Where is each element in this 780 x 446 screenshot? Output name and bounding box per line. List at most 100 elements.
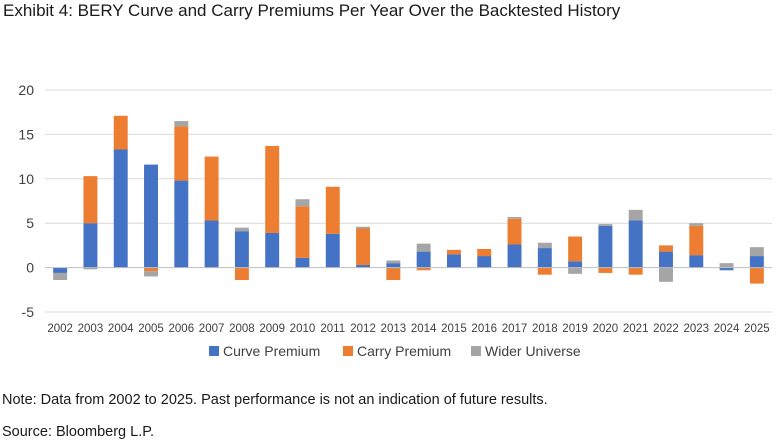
x-tick-label: 2024 [714,323,740,335]
x-tick-label: 2014 [411,323,437,335]
x-tick-label: 2016 [471,323,497,335]
bar-wider-universe [386,260,401,264]
bar-curve-premium [386,263,401,268]
legend-swatch [471,346,481,356]
x-tick-label: 2002 [47,323,73,335]
bar-wider-universe [507,216,522,219]
bar-carry-premium [749,267,764,284]
legend-label: Carry Premium [357,343,451,359]
y-axis-ticks: -5 0 5 10 15 20 [18,82,34,320]
bar-wider-universe [598,224,613,226]
x-tick-label: 2017 [502,323,528,335]
x-tick-label: 2007 [199,323,225,335]
legend-item: Wider Universe [471,343,581,359]
x-tick-label: 2003 [78,323,104,335]
bar-wider-universe [416,243,431,252]
bar-carry-premium [174,126,189,181]
bar-curve-premium [295,257,310,268]
legend-label: Curve Premium [223,343,320,359]
bar-carry-premium [83,176,98,224]
x-axis-ticks: 2002 2003 2004 2005 2006 2007 2008 2009 2010 2011… [47,323,769,335]
bar-curve-premium [628,220,643,268]
bar-curve-premium [265,232,280,268]
y-tick-label: 10 [18,171,34,187]
bar-carry-premium [507,218,522,245]
bar-curve-premium [325,233,340,268]
y-tick-label: 5 [26,215,34,231]
bar-wider-universe [689,223,704,226]
bar-curve-premium [537,248,552,268]
bar-wider-universe [568,267,583,274]
legend-swatch [209,346,219,356]
bar-carry-premium [659,245,673,252]
bar-carry-premium [144,267,158,272]
bar-carry-premium [598,267,613,273]
legend-label: Wider Universe [485,343,581,359]
bar-wider-universe [628,209,643,221]
bar-curve-premium [446,254,461,268]
bar-curve-premium [598,225,613,268]
bar-curve-premium [83,223,98,268]
bar-wider-universe [719,263,734,268]
bar-curve-premium [749,256,764,268]
x-tick-label: 2023 [683,323,709,335]
bar-curve-premium [689,255,704,268]
legend: Curve Premium Carry Premium Wider Universe [209,343,581,359]
bar-carry-premium [568,236,583,262]
bar-carry-premium [386,267,401,281]
bar-wider-universe [174,121,189,127]
bar-carry-premium [537,267,552,275]
bar-carry-premium [204,156,219,221]
bar-curve-premium [568,261,583,268]
bar-wider-universe [144,271,158,277]
bar-wider-universe [749,247,764,257]
bar-wider-universe [659,267,673,282]
y-tick-label: 15 [18,126,34,142]
x-tick-label: 2025 [744,323,770,335]
legend-item: Curve Premium [209,343,320,359]
x-tick-label: 2018 [532,323,558,335]
x-tick-label: 2012 [350,323,376,335]
bar-curve-premium [53,267,68,273]
bar-carry-premium [265,145,280,233]
bar-curve-premium [477,256,492,268]
x-tick-label: 2008 [229,323,255,335]
legend-item: Carry Premium [343,343,451,359]
bar-curve-premium [507,244,522,268]
bar-carry-premium [477,248,492,257]
bar-wider-universe [53,272,68,281]
chart-title: Exhibit 4: BERY Curve and Carry Premiums… [3,1,621,20]
bar-wider-universe [295,199,310,207]
bar-carry-premium [446,249,461,255]
bar-carry-premium [416,267,431,271]
x-tick-label: 2010 [290,323,316,335]
x-tick-label: 2019 [562,323,588,335]
bar-curve-premium [234,231,249,268]
bar-curve-premium [416,251,431,268]
bar-curve-premium [144,164,158,268]
y-tick-label: -5 [22,304,35,320]
y-tick-label: 0 [26,260,34,276]
bar-carry-premium [295,206,310,258]
bar-curve-premium [113,149,128,268]
bar-wider-universe [537,242,552,249]
x-tick-label: 2022 [653,323,679,335]
x-tick-label: 2009 [259,323,285,335]
bar-carry-premium [325,186,340,234]
x-tick-label: 2005 [138,323,164,335]
bar-carry-premium [113,115,128,150]
gridlines [45,89,772,313]
source-line: Source: Bloomberg L.P. [2,424,155,440]
bar-curve-premium [719,267,734,271]
bars [53,115,764,284]
x-tick-label: 2006 [169,323,195,335]
legend-swatch [343,346,353,356]
bar-curve-premium [204,220,219,268]
x-tick-label: 2015 [441,323,467,335]
x-tick-label: 2011 [320,323,345,335]
bar-carry-premium [234,267,249,281]
bar-carry-premium [628,267,643,275]
bar-wider-universe [234,227,249,232]
bar-curve-premium [174,180,189,268]
